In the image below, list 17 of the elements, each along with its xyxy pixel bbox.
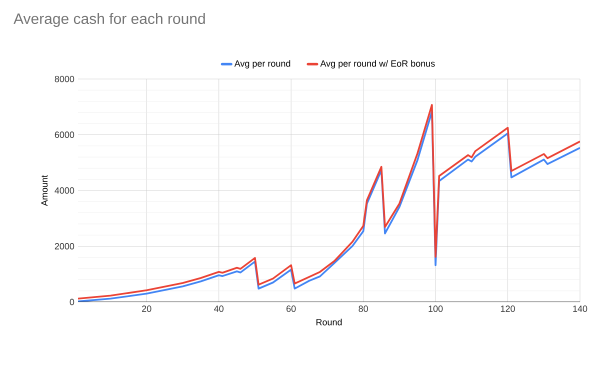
y-axis-title: Amount (41, 175, 48, 206)
x-tick-label: 120 (500, 306, 515, 312)
y-tick-label: 0 (70, 298, 74, 306)
y-tick-label: 8000 (54, 76, 74, 82)
legend-label: Avg per round (234, 60, 290, 68)
x-tick-label: 140 (573, 306, 588, 312)
x-tick-label: 80 (358, 306, 368, 312)
x-tick-label: 100 (428, 306, 443, 312)
y-tick-label: 2000 (54, 243, 74, 250)
x-tick-label: 20 (142, 306, 152, 312)
x-axis-title: Round (316, 318, 342, 326)
x-tick-label: 40 (214, 306, 224, 312)
chart-title: Average cash for each round (14, 13, 205, 27)
legend-label: Avg per round w/ EoR bonus (320, 60, 435, 68)
x-tick-label: 60 (286, 306, 296, 312)
y-tick-label: 4000 (54, 187, 74, 194)
y-tick-label: 6000 (54, 132, 74, 138)
